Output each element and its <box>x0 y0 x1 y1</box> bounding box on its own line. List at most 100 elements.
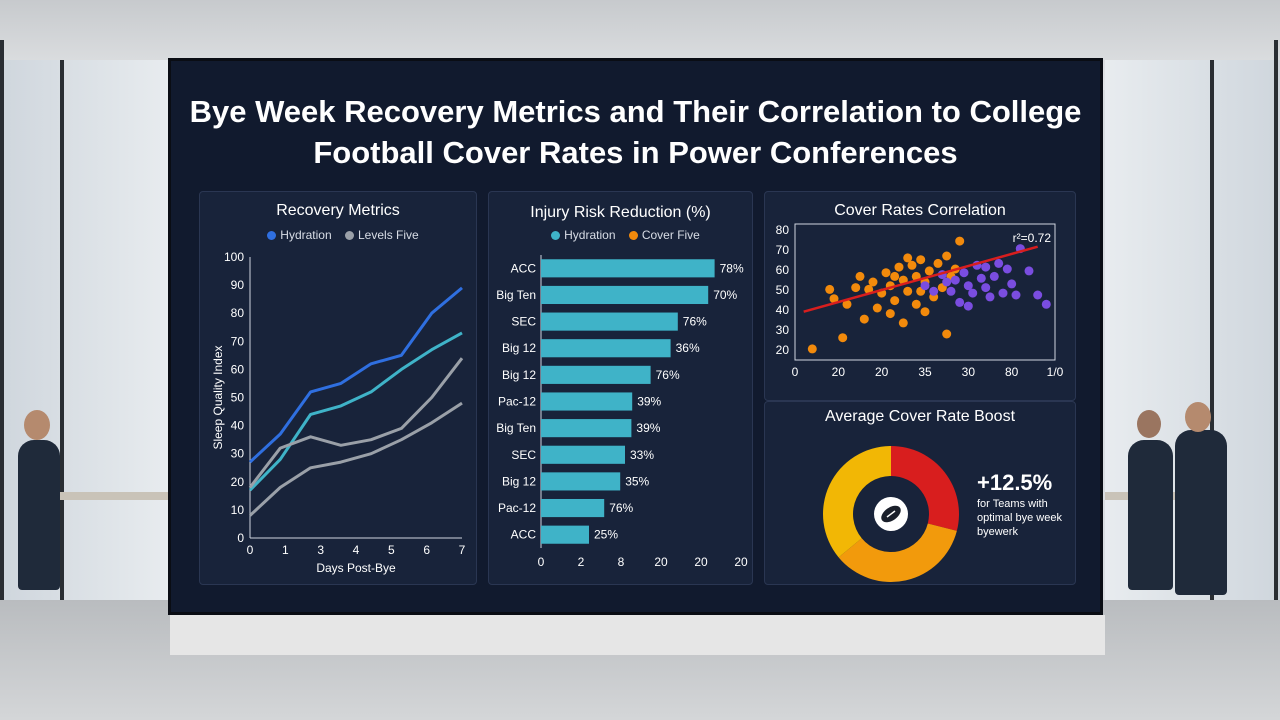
y-tick-label: 20 <box>231 475 245 489</box>
x-tick-label: 8 <box>618 555 625 569</box>
bar-category-label: Pac-12 <box>498 395 536 409</box>
bar <box>541 312 678 331</box>
x-tick-label: 2 <box>578 555 585 569</box>
scatter-point <box>1011 290 1021 300</box>
plot-frame <box>794 223 1056 361</box>
legend-label-hydration: Hydration <box>280 228 332 242</box>
legend-label-cover-five: Cover Five <box>641 228 700 242</box>
x-tick-label: 5 <box>388 543 395 557</box>
bar <box>541 339 671 358</box>
donut-slice <box>891 446 959 531</box>
scatter-point <box>890 296 900 306</box>
wall-base <box>170 615 1105 655</box>
scatter-point <box>963 301 973 311</box>
scatter-point <box>864 284 874 294</box>
attendee-figure <box>1128 440 1173 590</box>
bar-value-label: 78% <box>720 261 744 275</box>
bar-value-label: 39% <box>636 421 660 435</box>
scatter-point <box>903 253 913 263</box>
y-tick-label: 0 <box>237 531 244 545</box>
scatter-point <box>885 309 895 319</box>
desk-left <box>40 492 168 500</box>
x-tick-label: 30 <box>962 365 976 379</box>
x-axis-label: Days Post-Bye <box>316 561 396 575</box>
bar-category-label: Big 12 <box>502 474 536 488</box>
bar <box>541 365 651 384</box>
x-tick-label: 1 <box>282 543 289 557</box>
y-tick-label: 80 <box>231 306 245 320</box>
y-tick-label: 30 <box>776 323 790 337</box>
bar <box>541 498 605 518</box>
y-tick-label: 20 <box>776 343 790 357</box>
bar-category-label: Pac-12 <box>498 501 536 515</box>
series-line-2 <box>248 357 464 489</box>
scatter-point <box>1007 279 1017 289</box>
y-tick-label: 60 <box>231 362 245 376</box>
donut-chart <box>823 446 959 582</box>
x-tick-label: 20 <box>832 365 846 379</box>
y-tick-label: 40 <box>231 419 245 433</box>
scatter-point <box>838 333 848 343</box>
y-tick-label: 10 <box>231 503 245 517</box>
bar-value-label: 35% <box>625 474 649 488</box>
bar-value-label: 76% <box>683 315 707 329</box>
x-tick-label: 3 <box>317 543 324 557</box>
y-tick-label: 50 <box>776 283 790 297</box>
x-tick-label: 0 <box>792 365 799 379</box>
x-tick-label: 0 <box>538 555 545 569</box>
cover-rates-panel: Cover Rates Correlation 20 30 40 50 60 70 80 0 2… <box>764 191 1076 401</box>
scatter-point <box>1041 299 1051 309</box>
scatter-point <box>929 286 939 296</box>
boost-title: Average Cover Rate Boost <box>824 408 1016 425</box>
scatter-point <box>955 236 965 246</box>
scatter-point <box>898 318 908 328</box>
bar-category-label: Big 12 <box>502 341 536 355</box>
bar-value-label: 70% <box>713 288 737 302</box>
scatter-point <box>859 314 869 324</box>
legend-swatch-cover-five <box>628 231 638 241</box>
scatter-point <box>942 251 952 261</box>
y-axis-label: Sleep Quality Index <box>211 345 225 449</box>
bar <box>541 525 589 544</box>
scatter-point <box>976 273 986 283</box>
scatter-point <box>855 271 865 281</box>
bar-value-label: 36% <box>676 341 700 355</box>
scatter-point <box>920 281 930 291</box>
bar-chart-legend: Hydration Cover Five <box>489 228 752 242</box>
x-tick-label: 7 <box>459 543 466 557</box>
legend-swatch-levels <box>345 231 354 241</box>
dashboard-title: Bye Week Recovery Metrics and Their Corr… <box>189 94 1082 170</box>
series-line-0 <box>248 286 463 464</box>
y-tick-label: 40 <box>776 303 790 317</box>
scatter-point <box>829 294 839 304</box>
bar <box>541 472 621 491</box>
scatter-point <box>955 297 965 307</box>
y-tick-label: 70 <box>776 243 790 257</box>
scatter-point <box>946 286 956 296</box>
bar-value-label: 25% <box>594 528 618 542</box>
bar-category-label: SEC <box>511 448 536 462</box>
x-tick-label: 35 <box>918 365 932 379</box>
y-tick-label: 60 <box>776 263 790 277</box>
x-tick-label: 20 <box>654 555 668 569</box>
scatter-point <box>890 271 900 281</box>
dashboard-screen: Bye Week Recovery Metrics and Their Corr… <box>168 58 1103 615</box>
bar-chart: ACC 78% Big Ten 70% SEC 76% Big 12 36% Big 12 76%… <box>496 255 748 569</box>
scatter-point <box>968 288 978 298</box>
scatter-point <box>807 344 817 354</box>
scatter-point <box>933 258 943 268</box>
x-tick-label: 80 <box>1005 365 1019 379</box>
donut-slice <box>838 523 957 582</box>
series-line-3 <box>248 401 463 517</box>
bar <box>541 392 633 411</box>
legend-swatch-hydration <box>551 231 561 241</box>
scatter-point <box>942 329 952 339</box>
football-lace <box>886 510 896 518</box>
presenter-head <box>24 410 50 440</box>
legend-label-levels: Levels Five <box>358 228 419 242</box>
scatter-point <box>981 262 991 272</box>
boost-caption-2: optimal bye week <box>977 512 1062 524</box>
bar-category-label: ACC <box>511 261 537 275</box>
scatter-point <box>959 268 969 278</box>
